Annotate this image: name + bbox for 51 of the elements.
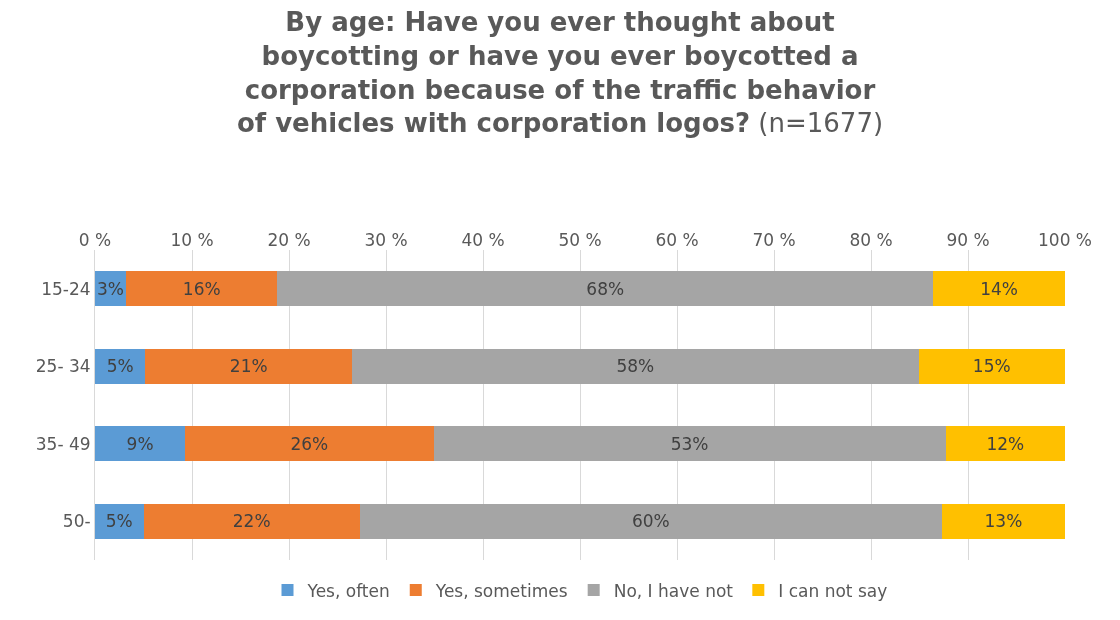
bar (359, 503, 942, 539)
x-tick-label: 20 % (267, 229, 311, 250)
x-tick-label: 70 % (752, 229, 796, 250)
bar (433, 426, 946, 462)
x-tick-label: 40 % (461, 229, 505, 250)
data-label: 13% (984, 511, 1023, 532)
legend-label: Yes, sometimes (434, 580, 568, 601)
bar (933, 271, 1065, 307)
data-label: 53% (670, 433, 709, 454)
legend-label: I can not say (778, 580, 888, 601)
y-tick-label: 15-24 (41, 278, 91, 299)
data-label: 68% (586, 278, 625, 299)
bar (95, 348, 146, 384)
data-label: 21% (229, 356, 268, 377)
x-tick-label: 90 % (946, 229, 990, 250)
data-label: 16% (182, 278, 221, 299)
chart-title: By age: Have you ever thought about boycotting or have you ever boycotted a corporation because of the traffic behavior of vehicles with corporation logos? (n=1677) (236, 7, 884, 139)
x-tick-label: 0 % (78, 229, 112, 250)
data-label: 3% (97, 278, 125, 299)
data-label: 14% (980, 278, 1018, 299)
x-tick-label: 50 % (558, 229, 602, 250)
legend-label: No, I have not (613, 580, 734, 601)
bar (918, 348, 1065, 384)
data-label: 58% (616, 356, 655, 377)
bar (95, 426, 186, 462)
data-label: 60% (631, 511, 670, 532)
data-label: 9% (126, 433, 154, 454)
data-label: 5% (105, 511, 133, 532)
y-tick-label: 25- 34 (35, 356, 91, 377)
bar (145, 348, 353, 384)
x-tick-label: 80 % (849, 229, 893, 250)
data-label: 5% (106, 356, 134, 377)
bar (277, 271, 934, 307)
legend-label: Yes, often (306, 580, 390, 601)
y-tick-label: 35- 49 (35, 433, 91, 454)
x-tick-label: 30 % (364, 229, 408, 250)
bar (143, 503, 360, 539)
bar (126, 271, 278, 307)
x-tick-label: 10 % (170, 229, 214, 250)
data-label: 26% (290, 433, 329, 454)
bar (95, 503, 144, 539)
data-label: 15% (972, 356, 1011, 377)
bar (352, 348, 919, 384)
x-tick-label: 100 % (1037, 229, 1093, 250)
bar (941, 503, 1065, 539)
bar (185, 426, 434, 462)
y-tick-label: 50- (62, 511, 91, 532)
bar (945, 426, 1065, 462)
x-tick-label: 60 % (655, 229, 699, 250)
data-label: 22% (232, 511, 271, 532)
data-label: 12% (986, 433, 1025, 454)
